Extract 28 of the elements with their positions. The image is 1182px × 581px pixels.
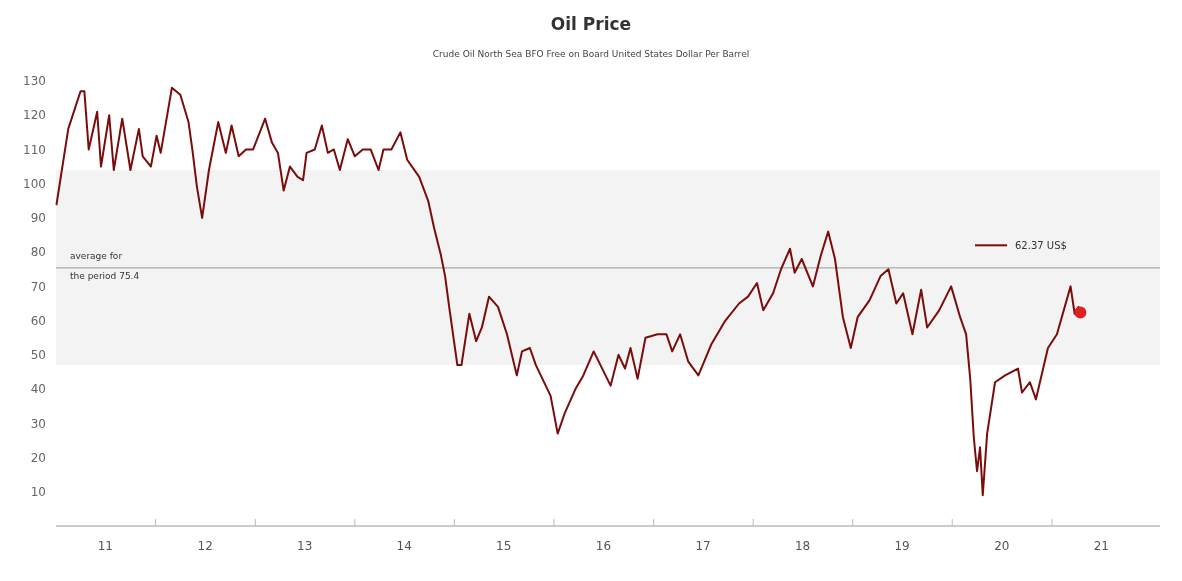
x-tick-label: 16 [595,539,612,553]
y-tick-label: 70 [30,279,46,294]
x-tick-label: 14 [396,539,412,553]
x-tick-label: 21 [1093,539,1110,553]
y-tick-label: 100 [23,176,46,191]
y-tick-label: 30 [30,416,46,431]
x-tick-label: 17 [695,539,711,553]
y-tick-label: 40 [30,382,46,397]
y-tick-label: 110 [23,142,46,157]
y-tick-label: 120 [23,108,46,123]
chart-title: Oil Price [550,14,632,34]
x-tick-label: 11 [97,539,113,553]
y-tick-label: 90 [30,211,46,226]
y-tick-label: 50 [30,348,46,363]
x-tick-label: 18 [794,539,811,553]
ref-line-label: average for the period 75.4 [70,250,140,281]
y-tick-label: 80 [30,245,46,260]
x-tick-label: 15 [496,539,512,553]
chart-subtitle: Crude Oil North Sea BFO Free on Board United States Dollar Per Barrel [432,49,750,59]
y-tick-label: 130 [23,74,46,89]
x-tick-label: 19 [894,539,910,553]
x-tick-label: 13 [297,539,313,553]
x-tick-label: 20 [994,539,1010,553]
y-tick-label: 10 [30,484,46,499]
legend-label: 62.37 US$ [1015,239,1067,251]
y-tick-label: 20 [30,450,46,465]
x-tick-label: 12 [197,539,213,553]
y-tick-label: 60 [30,313,46,328]
